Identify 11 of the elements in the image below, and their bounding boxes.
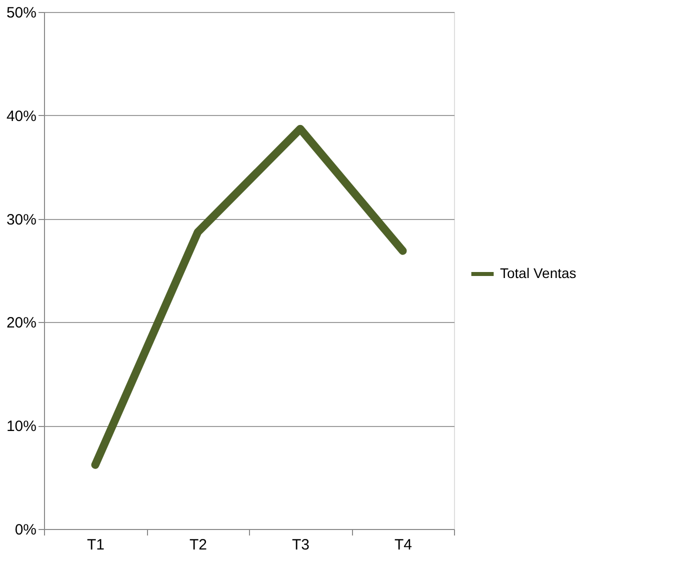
y-tick-label: 50% (6, 4, 36, 22)
x-tick-label: T2 (189, 536, 208, 554)
y-tick-label: 30% (6, 211, 36, 228)
x-tick-label: T1 (86, 536, 105, 554)
y-tick-label: 10% (6, 418, 36, 436)
x-tick-label: T3 (292, 536, 310, 554)
y-tick-label: 40% (6, 108, 36, 125)
y-tick-label: 0% (14, 522, 36, 538)
x-tick-label: T4 (394, 536, 412, 554)
legend-label: Total Ventas (500, 265, 576, 281)
y-tick-label: 20% (6, 314, 36, 332)
